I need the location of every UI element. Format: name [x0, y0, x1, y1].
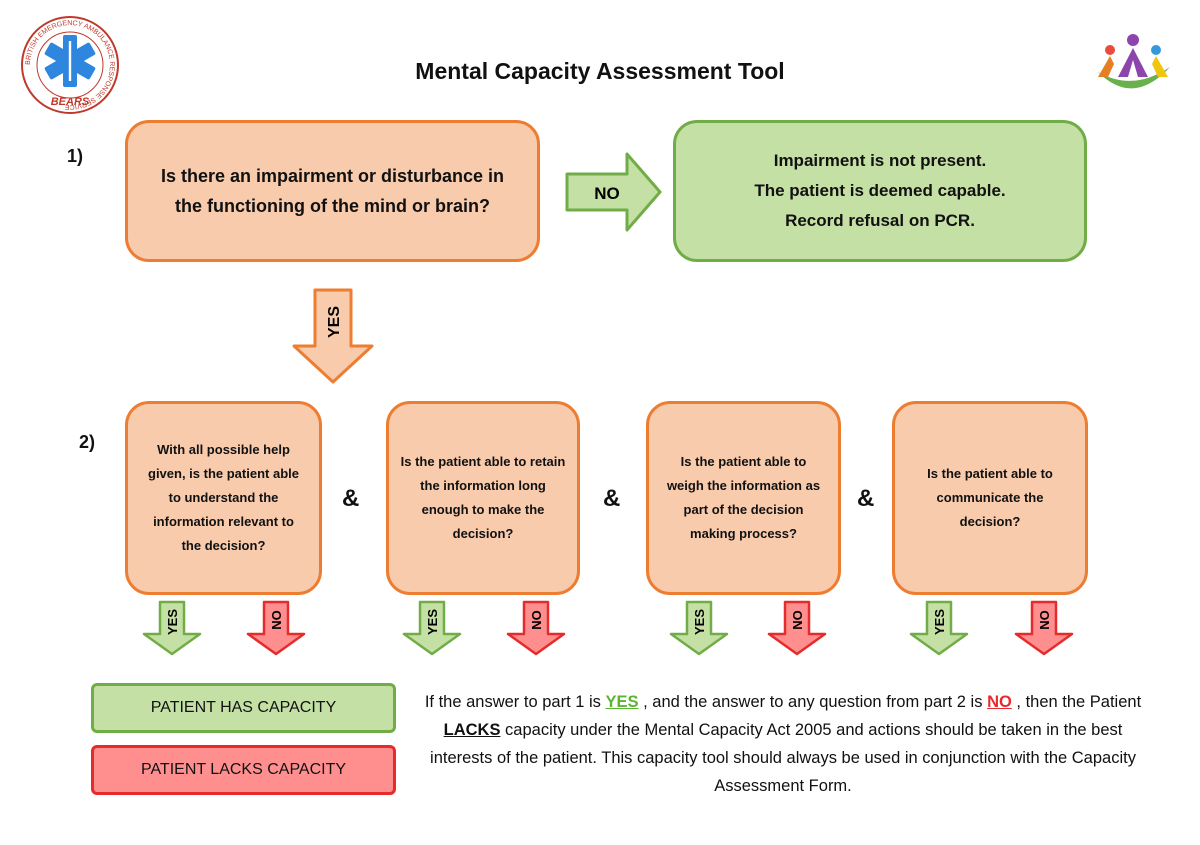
no-label-2: NO: [529, 610, 544, 630]
bears-logo: BRITISH EMERGENCY AMBULANCE RESPONSE SER…: [21, 16, 119, 114]
question-weigh-box: Is the patient able to weigh the informa…: [646, 401, 841, 595]
no-label-3: NO: [790, 610, 805, 630]
legend-has-capacity: PATIENT HAS CAPACITY: [91, 683, 396, 733]
page-title: Mental Capacity Assessment Tool: [415, 58, 785, 84]
yes-label-1: YES: [165, 609, 180, 635]
yes-arrow-3: YES: [669, 600, 729, 656]
no-label-1: NO: [269, 610, 284, 630]
ampersand-1: &: [342, 485, 360, 512]
question-retain: Is the patient able to retain the inform…: [400, 454, 566, 541]
step-1-question-box: Is there an impairment or disturbance in…: [125, 120, 540, 262]
note-part-2: , and the answer to any question from pa…: [638, 693, 988, 711]
note-part-3: , then the Patient: [1011, 693, 1142, 711]
step-1-result-box: Impairment is not present. The patient i…: [673, 120, 1087, 262]
yes-label-3: YES: [692, 609, 707, 635]
no-arrow-right: NO: [565, 152, 662, 232]
logo-name: BEARS: [51, 96, 90, 108]
yes-arrow-down: YES: [292, 288, 374, 384]
result-line-1: Impairment is not present.: [773, 151, 987, 170]
step-1-question: Is there an impairment or disturbance in…: [160, 166, 505, 216]
question-understand: With all possible help given, is the pat…: [148, 442, 299, 553]
question-retain-box: Is the patient able to retain the inform…: [386, 401, 580, 595]
yes-arrow-2: YES: [402, 600, 462, 656]
note-yes: YES: [605, 693, 639, 711]
yes-label-4: YES: [932, 609, 947, 635]
question-communicate: Is the patient able to communicate the d…: [927, 466, 1053, 529]
question-weigh: Is the patient able to weigh the informa…: [666, 454, 821, 541]
yes-arrow-4: YES: [909, 600, 969, 656]
yes-label-2: YES: [425, 609, 440, 635]
step-2-number: 2): [79, 432, 96, 452]
note-part-1: If the answer to part 1 is: [424, 693, 606, 711]
yes-arrow-1: YES: [142, 600, 202, 656]
logo-right-text: Compassion: [1112, 90, 1154, 97]
result-line-3: Record refusal on PCR.: [785, 211, 975, 230]
result-line-2: The patient is deemed capable.: [754, 181, 1006, 200]
ampersand-3: &: [857, 485, 875, 512]
no-arrow-label: NO: [594, 184, 620, 203]
note-lacks: LACKS: [443, 721, 501, 739]
note-no: NO: [987, 693, 1012, 711]
no-label-4: NO: [1037, 610, 1052, 630]
yes-arrow-label: YES: [326, 306, 343, 338]
ampersand-2: &: [603, 485, 621, 512]
note-part-4: capacity under the Mental Capacity Act 2…: [430, 721, 1136, 795]
step-1-number: 1): [67, 146, 84, 166]
no-arrow-4: NO: [1014, 600, 1074, 656]
no-arrow-2: NO: [506, 600, 566, 656]
no-arrow-3: NO: [767, 600, 827, 656]
explanatory-note: If the answer to part 1 is YES , and the…: [418, 688, 1148, 800]
no-arrow-1: NO: [246, 600, 306, 656]
legend-lacks-capacity: PATIENT LACKS CAPACITY: [91, 745, 396, 795]
question-understand-box: With all possible help given, is the pat…: [125, 401, 322, 595]
question-communicate-box: Is the patient able to communicate the d…: [892, 401, 1088, 595]
compassion-logo: Compassion: [1098, 34, 1170, 97]
